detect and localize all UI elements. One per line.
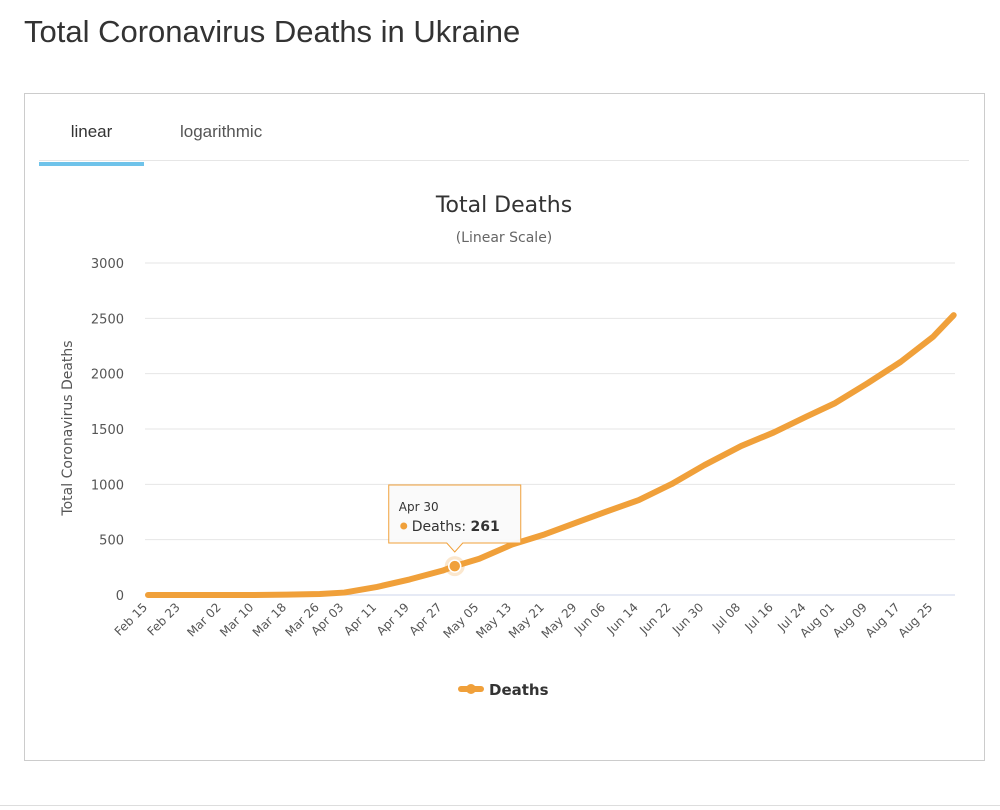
x-tick-label: Feb 23 bbox=[144, 600, 182, 638]
series-line-deaths bbox=[145, 312, 957, 598]
scale-tabs: linear logarithmic bbox=[39, 94, 969, 166]
hover-marker bbox=[448, 559, 462, 573]
y-tick-label: 500 bbox=[99, 534, 124, 549]
y-tick-label: 2500 bbox=[91, 312, 124, 327]
x-tick-label: Mar 18 bbox=[250, 600, 289, 639]
x-tick-label: Jun 14 bbox=[604, 600, 641, 637]
y-axis-label: Total Coronavirus Deaths bbox=[60, 340, 76, 516]
chart-title: Total Deaths bbox=[435, 193, 572, 218]
x-tick-label: Mar 10 bbox=[217, 600, 256, 639]
x-tick-label: Aug 25 bbox=[895, 600, 935, 640]
x-tick-label: Mar 02 bbox=[184, 600, 223, 639]
y-tick-label: 1000 bbox=[91, 478, 124, 493]
x-tick-label: Feb 15 bbox=[112, 600, 150, 638]
tooltip-date: Apr 30 bbox=[399, 500, 439, 514]
x-tick-label: Aug 17 bbox=[863, 600, 903, 640]
x-tick-label: May 21 bbox=[506, 600, 547, 641]
tab-logarithmic[interactable]: logarithmic bbox=[180, 122, 263, 141]
y-tick-label: 2000 bbox=[91, 368, 124, 383]
x-tick-label: Apr 19 bbox=[374, 600, 412, 638]
x-tick-label: Jun 22 bbox=[636, 600, 673, 637]
legend-marker-icon bbox=[466, 684, 476, 694]
x-tick-label: Jun 06 bbox=[571, 600, 608, 637]
y-tick-label: 3000 bbox=[91, 257, 124, 272]
tooltip-value: 261 bbox=[471, 519, 500, 535]
x-tick-label: Apr 27 bbox=[407, 600, 445, 638]
y-tick-label: 1500 bbox=[91, 423, 124, 438]
x-tick-label: Jul 08 bbox=[709, 600, 743, 634]
divider bbox=[0, 805, 1000, 806]
y-tick-label: 0 bbox=[116, 589, 124, 604]
page-title: Total Coronavirus Deaths in Ukraine bbox=[24, 14, 521, 49]
legend-item-deaths[interactable]: Deaths bbox=[489, 681, 549, 699]
tooltip-box bbox=[388, 484, 522, 553]
chart-subtitle: (Linear Scale) bbox=[456, 230, 553, 246]
tooltip-text: Deaths: 261 bbox=[412, 519, 500, 535]
tab-linear[interactable]: linear bbox=[39, 122, 144, 166]
x-tick-label: May 05 bbox=[440, 600, 481, 641]
x-tick-label: Aug 09 bbox=[830, 600, 870, 640]
x-tick-label: May 29 bbox=[539, 600, 580, 641]
tooltip-bullet bbox=[400, 522, 408, 530]
x-tick-label: Jul 16 bbox=[742, 600, 776, 634]
x-tick-label: May 13 bbox=[473, 600, 514, 641]
x-tick-label: Jun 30 bbox=[669, 600, 706, 637]
x-tick-label: Apr 11 bbox=[341, 600, 379, 638]
chart-container: linear logarithmic bbox=[24, 93, 985, 761]
